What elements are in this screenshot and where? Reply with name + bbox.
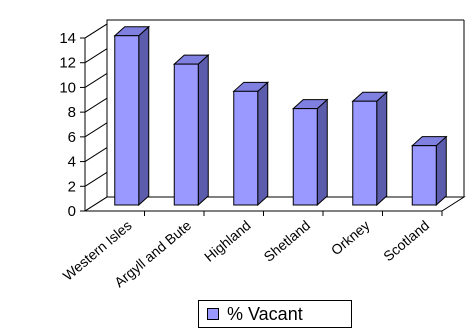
y-tick-label: 6 [68,129,76,146]
y-tick-label: 4 [68,154,76,171]
bar [172,54,210,207]
bar-side [257,81,269,207]
x-tick-label: Highland [201,217,254,265]
y-tick-labels: 0 2 4 6 8 10 12 14 [59,30,76,220]
y-tick-label: 0 [68,203,76,220]
bar-side [197,54,209,207]
y-tick-label: 12 [59,55,76,72]
chart-bars [113,25,448,207]
bar [113,25,151,207]
bar-side [376,91,388,207]
y-tick-label: 14 [59,30,76,47]
bar-front [411,145,437,206]
y-gridline-side [84,23,108,39]
chart-axes [80,19,466,216]
y-gridline-side [84,171,108,187]
y-gridline-side [84,122,108,138]
y-gridline-side [84,147,108,162]
bar-front [352,100,378,206]
y-gridline-side [84,73,108,88]
bar-side [138,25,150,207]
bar-front [114,35,140,206]
bar-front [292,108,318,206]
bar-front [173,63,199,206]
y-tick-label: 10 [59,79,76,96]
y-tick-label: 8 [68,104,76,121]
bar [232,81,270,207]
legend-swatch [207,308,219,320]
y-gridline-side [84,196,108,212]
bar [410,135,448,207]
bar [291,98,329,207]
y-tick-label: 2 [68,178,76,195]
bar-side [316,98,328,207]
chart-legend: % Vacant [198,300,352,328]
x-tick-label: Orkney [328,217,373,258]
bar [351,91,389,207]
legend-label: % Vacant [227,303,303,324]
bar-side [435,135,447,207]
x-tick-label: Scotland [380,217,432,264]
x-tick-label: Shetland [261,217,314,265]
back-wall [106,19,464,197]
y-gridline-side [84,97,108,113]
bar-front [233,90,259,206]
y-gridline-side [84,48,108,64]
